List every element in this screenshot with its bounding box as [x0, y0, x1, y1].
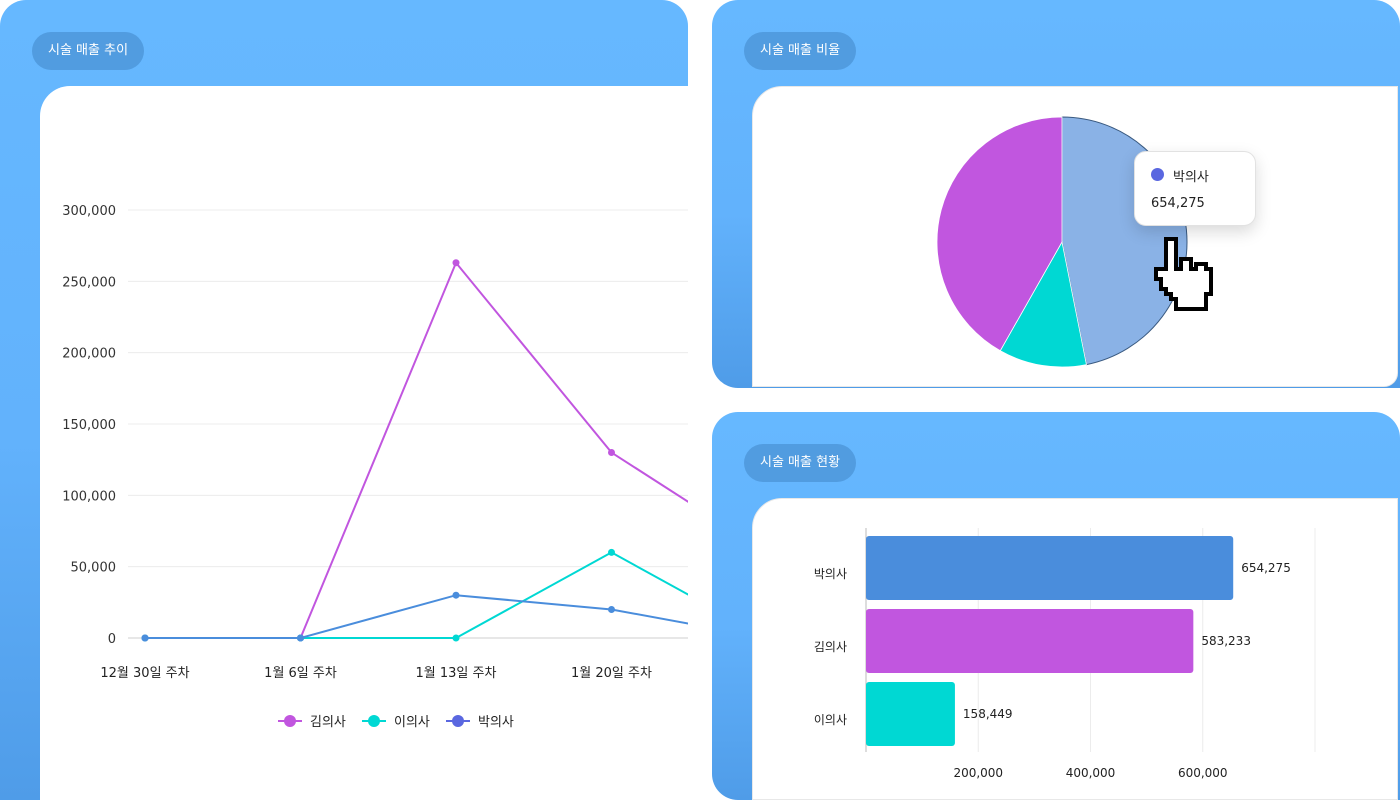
- x-tick-label: 1월 13일 주차: [416, 666, 497, 681]
- y-tick-label: 이의사: [814, 713, 847, 727]
- sales-trend-chart: 0 50,000 100,000 150,000 200,000 250,000 300,0…: [62, 204, 688, 730]
- y-tick-label: 150,000: [62, 418, 116, 433]
- legend-label: 이의사: [394, 715, 430, 730]
- data-point: [452, 634, 460, 642]
- y-tick-label: 50,000: [71, 561, 117, 576]
- pie-tooltip: 박의사 654,275: [1134, 151, 1256, 226]
- x-tick-label: 600,000: [1178, 766, 1228, 780]
- sales-ratio-title: 시술 매출 비율: [744, 32, 857, 70]
- hand-cursor-icon: [1154, 237, 1213, 311]
- pie-slice-이의사: [999, 240, 1087, 368]
- bar-이의사: [866, 682, 955, 746]
- y-tick-label: 300,000: [62, 204, 116, 219]
- legend-label: 박의사: [478, 715, 514, 730]
- tooltip-color-dot: [1151, 168, 1164, 181]
- data-point: [608, 548, 615, 556]
- x-tick-label: 12월 30일 주차: [100, 666, 189, 681]
- sales-status-title: 시술 매출 현황: [744, 444, 857, 482]
- x-tick-label: 1월 20일 주차: [571, 666, 652, 681]
- legend-marker: [284, 715, 296, 727]
- sales-trend-card: 시술 매출 추이: [0, 0, 688, 800]
- x-tick-label: 400,000: [1066, 766, 1116, 780]
- bar-김의사: [866, 609, 1194, 673]
- x-tick-label: 1월 6일 주차: [264, 666, 337, 681]
- y-tick-label: 김의사: [814, 640, 847, 654]
- tooltip-name: 박의사: [1173, 170, 1209, 185]
- sales-trend-title: 시술 매출 추이: [32, 32, 145, 70]
- data-point: [608, 605, 615, 613]
- tooltip-value: 654,275: [1151, 196, 1205, 211]
- x-tick-label: 200,000: [953, 766, 1003, 780]
- data-point: [452, 591, 460, 599]
- data-point: [141, 634, 149, 642]
- data-point: [297, 634, 304, 642]
- legend-marker: [452, 715, 464, 727]
- y-tick-label: 200,000: [62, 347, 116, 362]
- pie-slice-김의사: [936, 116, 1063, 352]
- y-tick-label: 박의사: [814, 567, 847, 581]
- y-tick-label: 100,000: [62, 489, 116, 504]
- legend-marker: [368, 715, 380, 727]
- bar-박의사: [866, 536, 1234, 600]
- y-tick-label: 0: [108, 632, 116, 647]
- series-2: [141, 591, 688, 642]
- bar-value-label: 583,233: [1201, 634, 1251, 648]
- data-point: [452, 259, 460, 267]
- legend-label: 김의사: [310, 715, 346, 730]
- bar-value-label: 158,449: [963, 707, 1013, 721]
- y-tick-label: 250,000: [62, 275, 116, 290]
- data-point: [608, 449, 615, 457]
- sales-trend-panel: [40, 86, 688, 800]
- bar-value-label: 654,275: [1241, 561, 1291, 575]
